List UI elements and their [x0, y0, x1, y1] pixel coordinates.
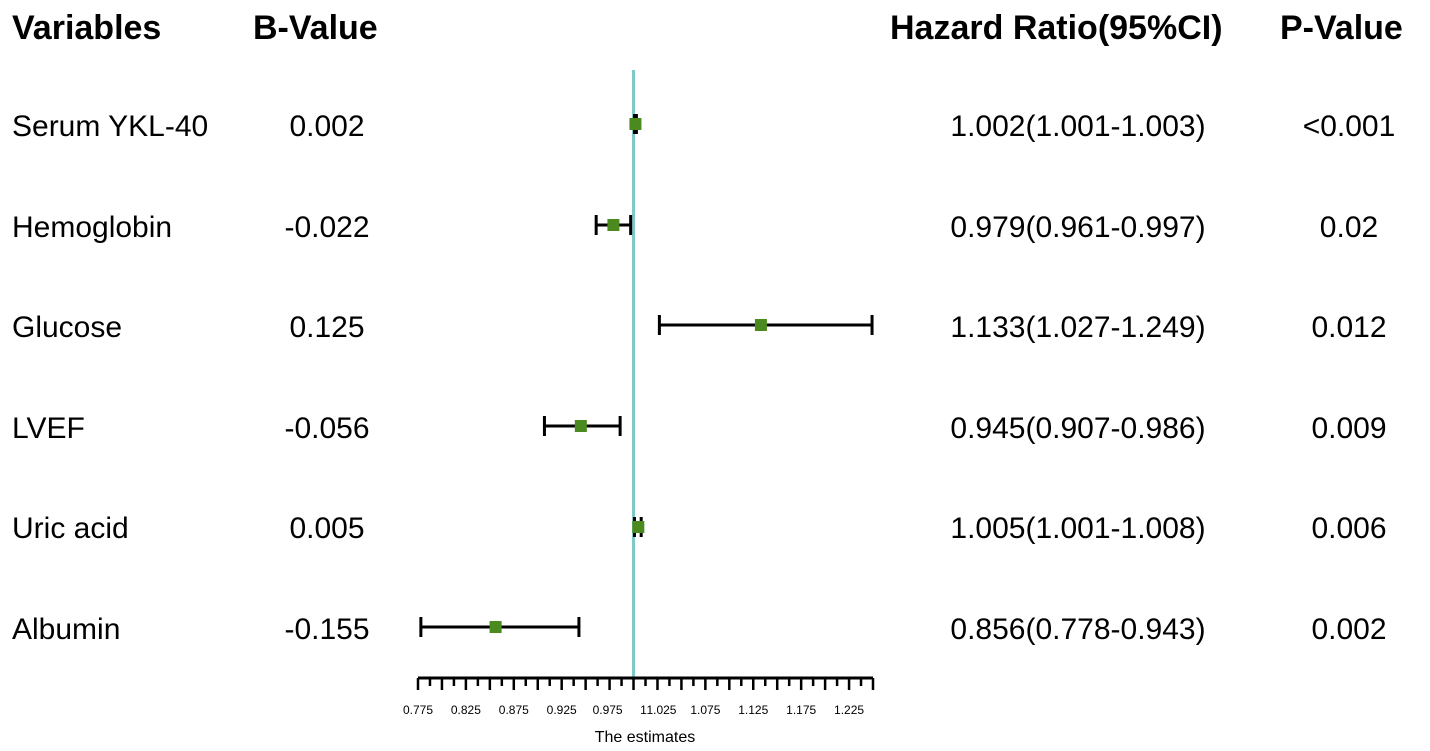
- x-axis-title: The estimates: [595, 729, 695, 746]
- forest-row-mark: [629, 114, 642, 134]
- estimate-marker: [489, 621, 502, 633]
- row-variable: Albumin: [12, 613, 121, 646]
- row-p-value: 0.009: [1311, 412, 1387, 445]
- row-hr-ci: 1.005(1.001-1.008): [950, 512, 1206, 545]
- row-hr-ci: 1.002(1.001-1.003): [950, 110, 1206, 143]
- row-p-value: 0.012: [1311, 311, 1387, 344]
- header-variables: Variables: [12, 9, 162, 47]
- row-variable: Glucose: [12, 311, 123, 344]
- row-b-value: 0.125: [289, 311, 365, 344]
- row-p-value: 0.006: [1311, 512, 1387, 545]
- row-p-value: 0.02: [1319, 211, 1379, 244]
- header-p-value: P-Value: [1280, 9, 1403, 47]
- x-tick-label: 0.975: [593, 703, 623, 717]
- estimate-marker: [754, 319, 767, 331]
- row-variable: Hemoglobin: [12, 211, 173, 244]
- estimate-marker: [607, 219, 620, 231]
- x-tick-label: 1: [640, 703, 647, 717]
- x-tick-label: 1.225: [834, 703, 864, 717]
- row-hr-ci: 1.133(1.027-1.249): [950, 311, 1206, 344]
- x-tick-label: 0.775: [403, 703, 433, 717]
- row-b-value: -0.056: [284, 412, 370, 445]
- x-tick-label: 1.125: [738, 703, 768, 717]
- row-variable: Uric acid: [12, 512, 129, 545]
- x-tick-label: 0.925: [547, 703, 577, 717]
- header-hazard-ratio: Hazard Ratio(95%CI): [890, 9, 1223, 47]
- forest-row-mark: [594, 215, 633, 235]
- x-tick-label: 0.875: [499, 703, 529, 717]
- x-tick-label: 1.025: [646, 703, 676, 717]
- row-p-value: <0.001: [1302, 110, 1396, 143]
- row-b-value: 0.002: [289, 110, 365, 143]
- x-tick-label: 1.075: [690, 703, 720, 717]
- row-b-value: 0.005: [289, 512, 365, 545]
- row-hr-ci: 0.945(0.907-0.986): [950, 412, 1206, 445]
- row-variable: LVEF: [12, 412, 85, 445]
- estimate-marker: [632, 521, 645, 533]
- header-b-value: B-Value: [253, 9, 378, 47]
- row-variable: Serum YKL-40: [12, 110, 209, 143]
- estimate-marker: [629, 118, 642, 130]
- row-hr-ci: 0.856(0.778-0.943): [950, 613, 1206, 646]
- row-hr-ci: 0.979(0.961-0.997): [950, 211, 1206, 244]
- row-b-value: -0.022: [284, 211, 370, 244]
- row-b-value: -0.155: [284, 613, 370, 646]
- forest-row-mark: [632, 517, 645, 537]
- row-p-value: 0.002: [1311, 613, 1387, 646]
- forest-row-mark: [419, 617, 581, 637]
- x-tick-label: 0.825: [451, 703, 481, 717]
- estimate-marker: [574, 420, 587, 432]
- forest-row-mark: [657, 315, 874, 335]
- x-tick-label: 1.175: [786, 703, 816, 717]
- forest-row-mark: [542, 416, 622, 436]
